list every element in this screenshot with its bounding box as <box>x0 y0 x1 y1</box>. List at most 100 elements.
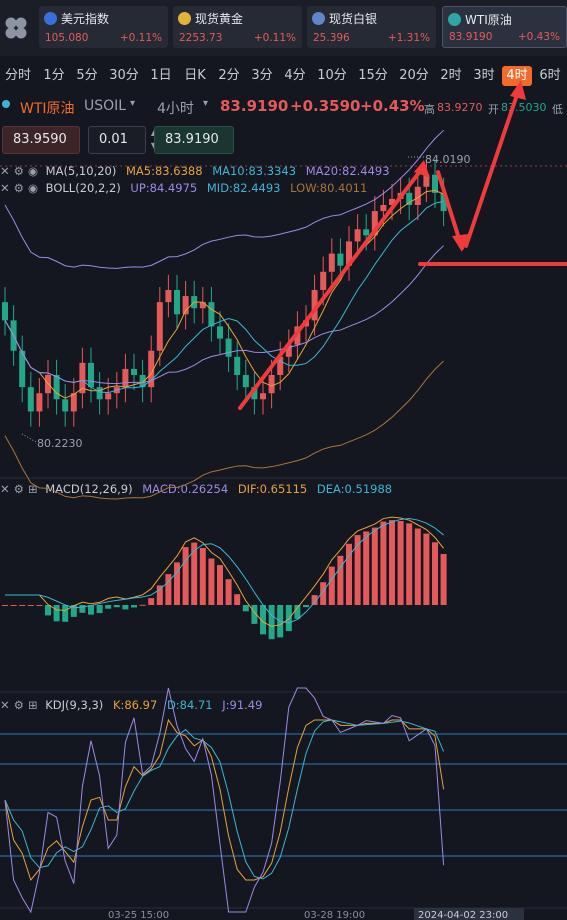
ticker-spot-silver[interactable]: 现货白银 25.396 +1.31% <box>307 6 436 48</box>
oil-icon <box>448 12 461 26</box>
macd-histogram-bar <box>27 605 34 606</box>
us-flag-icon <box>44 11 57 25</box>
crosshair-date-box <box>414 908 524 920</box>
candle-body <box>380 205 387 212</box>
candle-body <box>208 302 215 327</box>
candle-body <box>148 350 155 388</box>
gear-icon[interactable]: ⚙ <box>13 482 24 496</box>
candle-body <box>165 290 172 303</box>
macd-histogram-bar <box>285 605 292 632</box>
tf-1d[interactable]: 1日 <box>150 68 172 83</box>
tf-tick[interactable]: 分时 <box>4 68 31 83</box>
tf-1m[interactable]: 1分 <box>43 68 65 83</box>
candle-body <box>414 186 421 205</box>
gear-icon[interactable]: ⚙ <box>13 181 24 195</box>
macd-histogram-bar <box>397 521 404 605</box>
ticker-bar: 美元指数 105.080 +0.11% 现货黄金 2253.73 +0.11% … <box>0 0 567 56</box>
candle-body <box>70 393 77 412</box>
tf-30m[interactable]: 30分 <box>109 68 139 83</box>
dea-value: DEA:0.51988 <box>316 482 393 496</box>
candle-body <box>397 192 404 199</box>
macd-histogram-bar <box>62 605 69 622</box>
boll-up-value: UP:84.4975 <box>130 181 198 195</box>
ticker-spot-gold[interactable]: 现货黄金 2253.73 +0.11% <box>173 6 302 48</box>
app-logo-icon[interactable] <box>0 8 32 48</box>
ticker-change: +1.31% <box>387 32 430 44</box>
low-label: 低 <box>552 103 563 116</box>
lot-size-input[interactable]: 0.01 <box>88 126 146 154</box>
ticker-wti-oil[interactable]: WTI原油 83.9190 +0.43% <box>442 6 567 48</box>
tf-6h[interactable]: 6时 <box>539 68 561 83</box>
macd-histogram-bar <box>96 605 103 614</box>
candle-body <box>371 211 378 236</box>
eye-icon[interactable]: ◉ <box>27 181 38 195</box>
candle-body <box>423 174 430 187</box>
tf-2m[interactable]: 2分 <box>218 68 240 83</box>
live-dot-icon <box>2 100 10 108</box>
tf-15m[interactable]: 15分 <box>358 68 388 83</box>
period-selector[interactable]: 4小时 <box>157 101 194 117</box>
candle-body <box>277 356 284 375</box>
dea-line <box>5 517 444 624</box>
ma20-value: MA20:82.4493 <box>305 164 390 178</box>
period-dropdown-icon[interactable]: ▾ <box>203 98 209 109</box>
open-label: 开 <box>488 103 499 116</box>
candle-body <box>389 198 395 205</box>
dif-line <box>5 516 444 627</box>
ticker-usd-index[interactable]: 美元指数 105.080 +0.11% <box>39 6 168 48</box>
tf-daily-k[interactable]: 日K <box>184 68 206 83</box>
macd-histogram-bar <box>122 605 129 610</box>
macd-value: MACD:0.26254 <box>142 482 229 496</box>
macd-histogram-bar <box>320 582 327 605</box>
candle-body <box>156 302 163 351</box>
arrow-head-icon <box>452 234 468 252</box>
symbol-name[interactable]: WTI原油 <box>20 101 75 117</box>
candle-body <box>79 362 86 394</box>
tf-5m[interactable]: 5分 <box>76 68 98 83</box>
macd-pane <box>2 516 447 640</box>
tf-3m[interactable]: 3分 <box>251 68 273 83</box>
macd-histogram-bar <box>88 605 94 615</box>
candle-body <box>311 290 318 321</box>
drawn-arrow-annotations[interactable] <box>238 80 567 410</box>
tf-10m[interactable]: 10分 <box>317 68 347 83</box>
eye-icon[interactable]: ◉ <box>27 164 38 178</box>
gear-icon[interactable]: ⚙ <box>13 164 24 178</box>
buy-price-box[interactable]: 83.9190 <box>154 126 234 154</box>
ticker-name: WTI原油 <box>465 12 512 27</box>
gear-icon[interactable]: ⚙ <box>13 698 24 712</box>
close-icon[interactable]: ✕ <box>0 181 10 195</box>
macd-histogram-bar <box>53 605 60 622</box>
candle-body <box>242 375 249 388</box>
low-marker-line <box>21 433 37 443</box>
macd-histogram-bar <box>337 555 344 605</box>
candle-body <box>45 375 51 394</box>
expand-icon[interactable]: ⊞ <box>27 698 38 712</box>
drawn-down-arrow <box>436 170 464 250</box>
tf-3h[interactable]: 3时 <box>473 68 495 83</box>
tf-2h[interactable]: 2时 <box>440 68 462 83</box>
close-icon[interactable]: ✕ <box>0 164 10 178</box>
arrow-head-icon <box>414 160 430 178</box>
symbol-dropdown-icon[interactable]: ▾ <box>130 98 136 109</box>
open-value: 83.5030 <box>501 101 547 114</box>
candle-body <box>131 368 137 375</box>
symbol-code[interactable]: USOIL <box>84 98 127 114</box>
crosshair-date-label: 2024-04-02 23:00 <box>418 910 508 920</box>
macd-histogram-bar <box>346 543 352 605</box>
close-icon[interactable]: ✕ <box>0 698 10 712</box>
tf-4h[interactable]: 4时 <box>502 66 532 86</box>
candle-body <box>122 368 129 388</box>
sell-price-box[interactable]: 83.9590 <box>2 126 80 154</box>
tf-20m[interactable]: 20分 <box>399 68 429 83</box>
macd-histogram-bar <box>234 594 241 605</box>
boll-mid-value: MID:82.4493 <box>206 181 281 195</box>
expand-icon[interactable]: ⊞ <box>27 482 38 496</box>
candle-body <box>260 393 266 400</box>
macd-histogram-bar <box>363 531 370 605</box>
close-icon[interactable]: ✕ <box>0 482 10 496</box>
tf-4m[interactable]: 4分 <box>284 68 306 83</box>
macd-histogram-bar <box>199 548 206 605</box>
silver-icon <box>312 11 325 25</box>
